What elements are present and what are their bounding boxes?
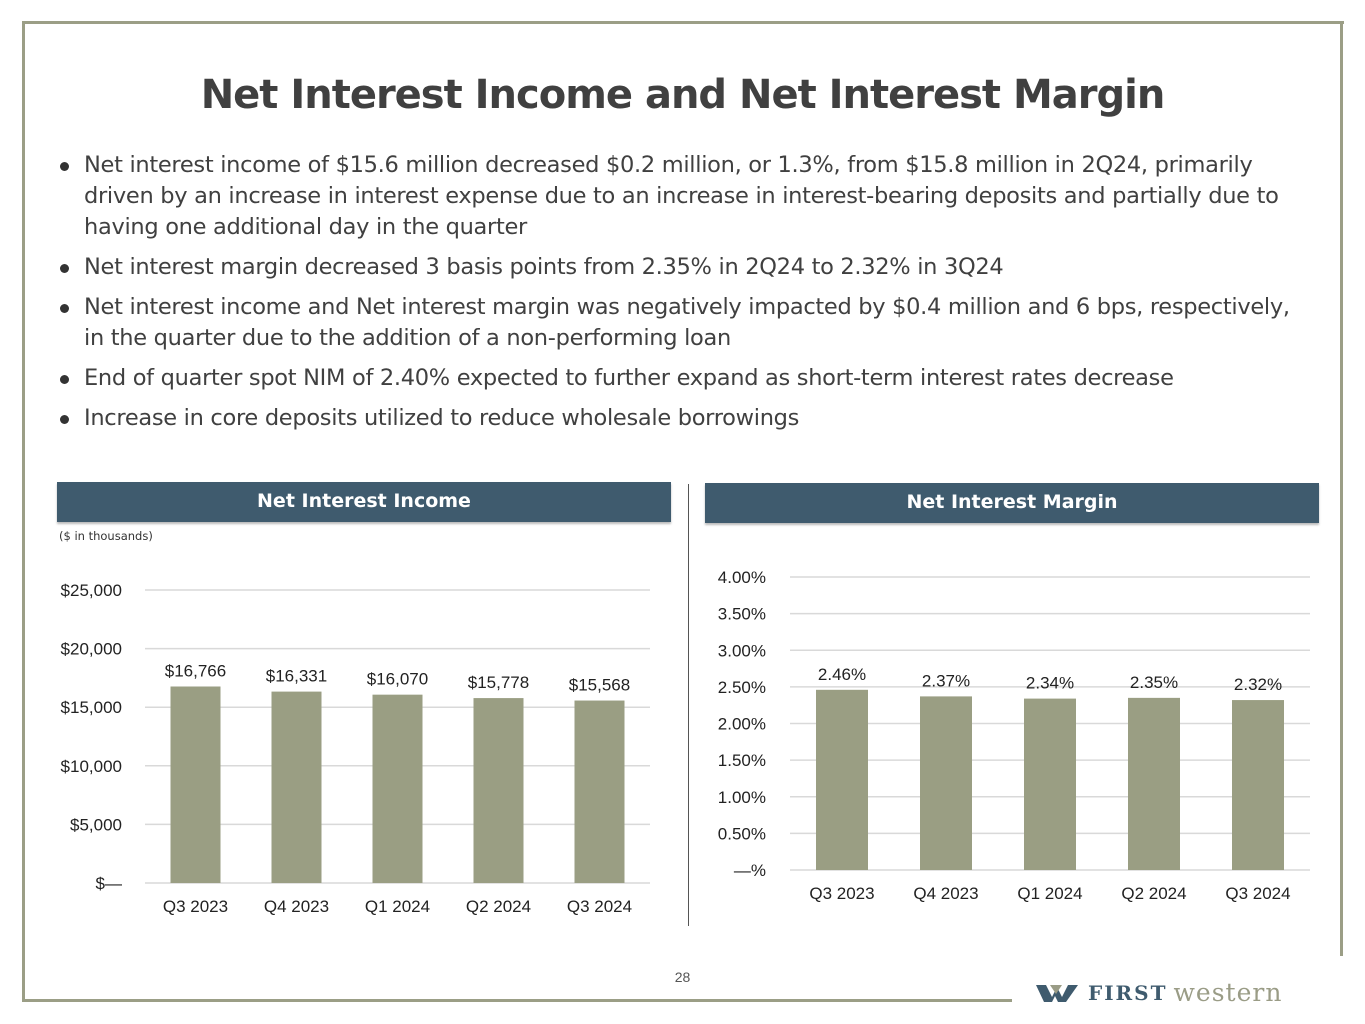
page-title: Net Interest Income and Net Interest Mar… bbox=[200, 72, 1166, 118]
data-label: 2.34% bbox=[1026, 674, 1074, 693]
x-tick-label: Q4 2023 bbox=[264, 897, 329, 916]
x-tick-label: Q2 2024 bbox=[466, 897, 531, 916]
x-tick-label: Q1 2024 bbox=[365, 897, 430, 916]
x-tick-label: Q1 2024 bbox=[1017, 884, 1082, 903]
y-tick-label: 2.50% bbox=[718, 678, 766, 697]
y-tick-label: $— bbox=[96, 874, 122, 893]
bar bbox=[170, 686, 221, 883]
y-tick-label: 3.50% bbox=[718, 605, 766, 624]
y-tick-label: $15,000 bbox=[61, 698, 122, 717]
y-tick-label: 1.50% bbox=[718, 751, 766, 770]
y-tick-label: $20,000 bbox=[61, 640, 122, 659]
data-label: 2.46% bbox=[818, 665, 866, 684]
y-tick-label: 2.00% bbox=[718, 715, 766, 734]
bar bbox=[1232, 700, 1284, 870]
data-label: 2.32% bbox=[1234, 675, 1282, 694]
logo-w-icon bbox=[1036, 984, 1078, 1002]
data-label: $15,568 bbox=[569, 676, 630, 695]
y-tick-label: 0.50% bbox=[718, 824, 766, 843]
y-tick-label: 3.00% bbox=[718, 641, 766, 660]
bar bbox=[271, 691, 322, 883]
data-label: $15,778 bbox=[468, 673, 529, 692]
bar bbox=[816, 689, 868, 870]
bullet: End of quarter spot NIM of 2.40% expecte… bbox=[58, 363, 1308, 394]
bullet: Net interest income of $15.6 million dec… bbox=[58, 150, 1308, 243]
x-tick-label: Q3 2023 bbox=[163, 897, 228, 916]
y-tick-label: $25,000 bbox=[61, 581, 122, 600]
y-tick-label: —% bbox=[734, 861, 766, 880]
nim-chart-header: Net Interest Margin bbox=[705, 483, 1319, 523]
frame-left bbox=[22, 21, 25, 1002]
x-tick-label: Q3 2024 bbox=[567, 897, 632, 916]
units-note: ($ in thousands) bbox=[59, 529, 153, 543]
bar bbox=[1024, 698, 1076, 870]
x-tick-label: Q4 2023 bbox=[913, 884, 978, 903]
frame-top bbox=[22, 21, 1344, 24]
x-tick-label: Q2 2024 bbox=[1121, 884, 1186, 903]
bar bbox=[473, 698, 524, 883]
x-tick-label: Q3 2023 bbox=[809, 884, 874, 903]
x-tick-label: Q3 2024 bbox=[1225, 884, 1290, 903]
bullet: Net interest margin decreased 3 basis po… bbox=[58, 252, 1308, 283]
y-tick-label: 4.00% bbox=[718, 568, 766, 587]
frame-right bbox=[1340, 21, 1343, 956]
y-tick-label: $10,000 bbox=[61, 757, 122, 776]
chart-divider bbox=[688, 484, 689, 926]
bullet: Net interest income and Net interest mar… bbox=[58, 292, 1308, 354]
page-number: 28 bbox=[674, 969, 691, 985]
data-label: 2.35% bbox=[1130, 673, 1178, 692]
bullet-list: Net interest income of $15.6 million dec… bbox=[58, 150, 1308, 443]
frame-bottom bbox=[22, 999, 1012, 1002]
company-logo: FIRST western bbox=[1036, 978, 1282, 1007]
bar bbox=[920, 696, 972, 870]
bullet: Increase in core deposits utilized to re… bbox=[58, 403, 1308, 434]
y-tick-label: 1.00% bbox=[718, 788, 766, 807]
data-label: $16,766 bbox=[165, 662, 226, 681]
data-label: $16,331 bbox=[266, 667, 327, 686]
bar bbox=[372, 694, 423, 883]
y-tick-label: $5,000 bbox=[70, 815, 122, 834]
data-label: 2.37% bbox=[922, 671, 970, 690]
bar bbox=[1128, 697, 1180, 870]
bar bbox=[574, 700, 625, 883]
nii-chart-header: Net Interest Income bbox=[57, 482, 671, 522]
data-label: $16,070 bbox=[367, 670, 428, 689]
